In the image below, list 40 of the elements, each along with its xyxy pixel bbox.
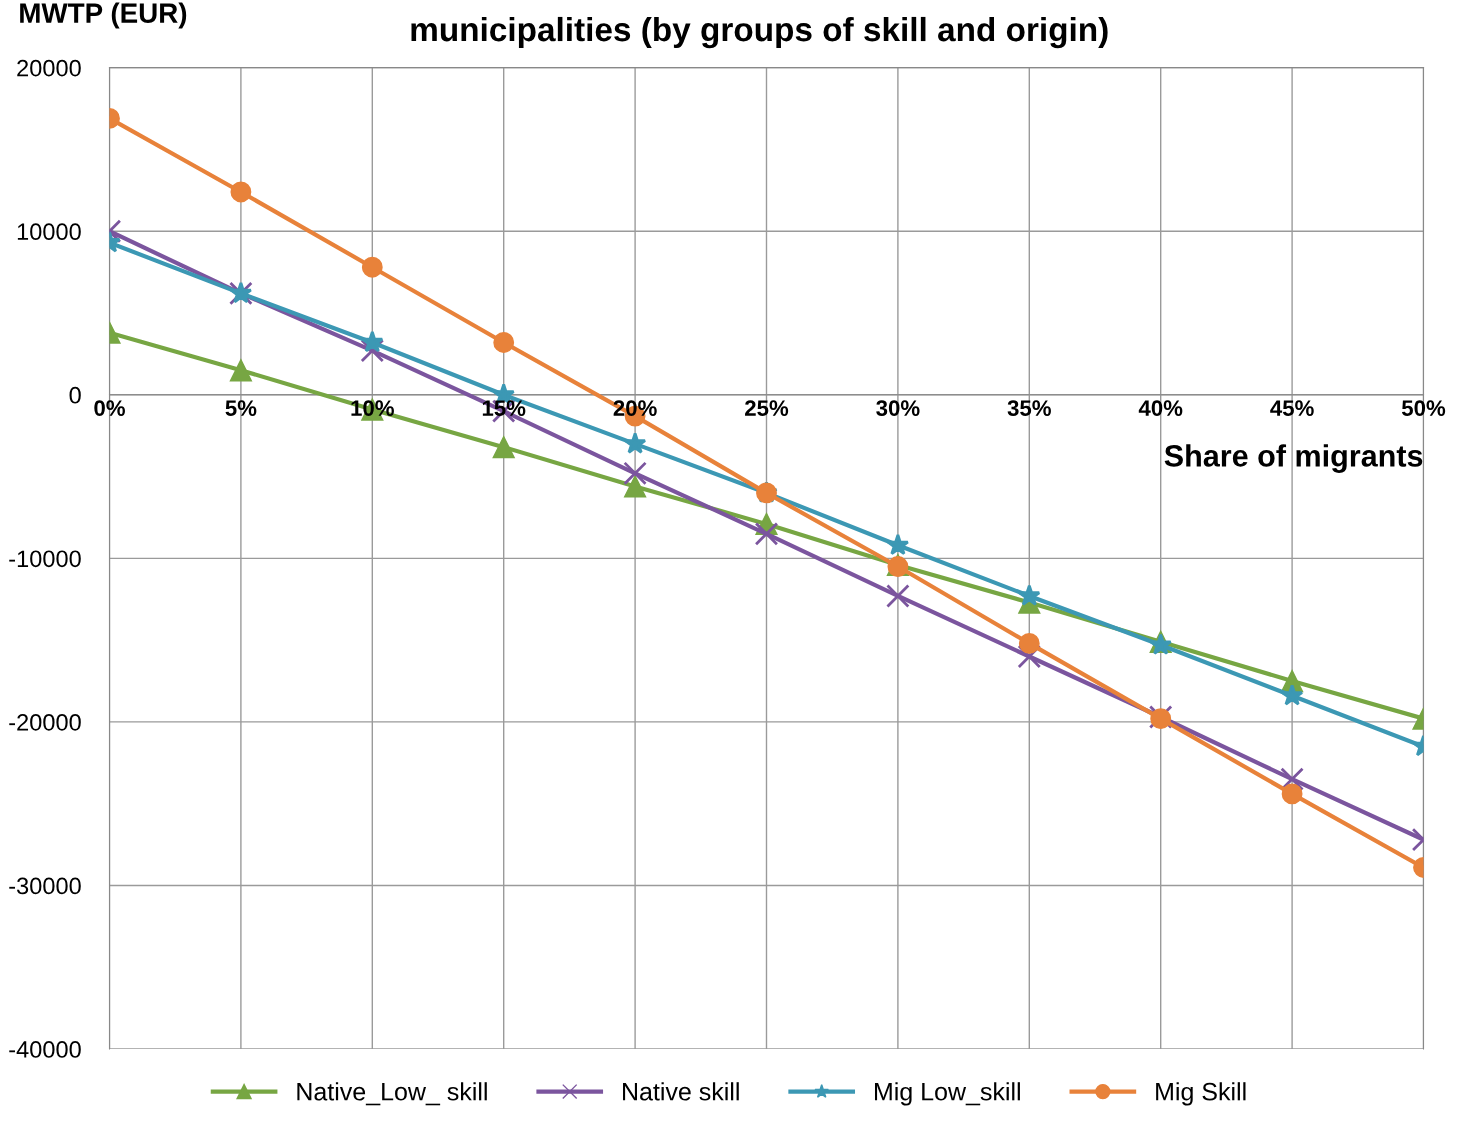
y-tick-label: -30000 [9, 877, 81, 895]
point [229, 359, 253, 382]
legend-label: Mig Low_skill [874, 1082, 1020, 1106]
point [361, 330, 384, 353]
y-tick-label: 20000 [17, 59, 81, 77]
chart-title: municipalities (by groups of skill and origin) [411, 16, 1108, 49]
point [887, 556, 909, 577]
point [623, 475, 647, 498]
y-axis-title: MWTP (EUR) [20, 2, 187, 29]
point [493, 332, 515, 353]
point [361, 256, 383, 278]
y-tick-label: 0 [69, 386, 81, 404]
point [230, 181, 252, 203]
point [492, 436, 515, 459]
point [623, 432, 647, 454]
point [754, 522, 779, 546]
x-axis-title: Share of migrants [1164, 444, 1423, 473]
point [886, 584, 910, 608]
y-tick-label: -10000 [9, 550, 81, 568]
x-tick-label: 0% [94, 400, 125, 416]
legend-label: Native skill [623, 1082, 739, 1101]
y-tick-label: -20000 [9, 713, 81, 731]
x-tick-label: 35% [1007, 400, 1051, 417]
point [1018, 632, 1040, 654]
point [1280, 683, 1304, 706]
point [886, 533, 910, 556]
point [360, 338, 385, 363]
x-tick-label: 50% [1401, 400, 1446, 416]
point [1018, 584, 1041, 606]
legend-label: Native_Low_ skill [297, 1082, 487, 1106]
y-tick-label: 10000 [17, 223, 81, 241]
x-tick-label: 5% [225, 400, 257, 416]
point [1281, 783, 1303, 805]
x-tick-label: 30% [876, 400, 920, 417]
point [623, 461, 647, 486]
x-tick-label: 25% [745, 400, 789, 416]
legend-label: Mig Skill [1156, 1082, 1246, 1106]
x-tick-label: 45% [1270, 400, 1314, 416]
y-tick-label: -40000 [9, 1041, 81, 1058]
x-tick-label: 40% [1138, 400, 1183, 416]
